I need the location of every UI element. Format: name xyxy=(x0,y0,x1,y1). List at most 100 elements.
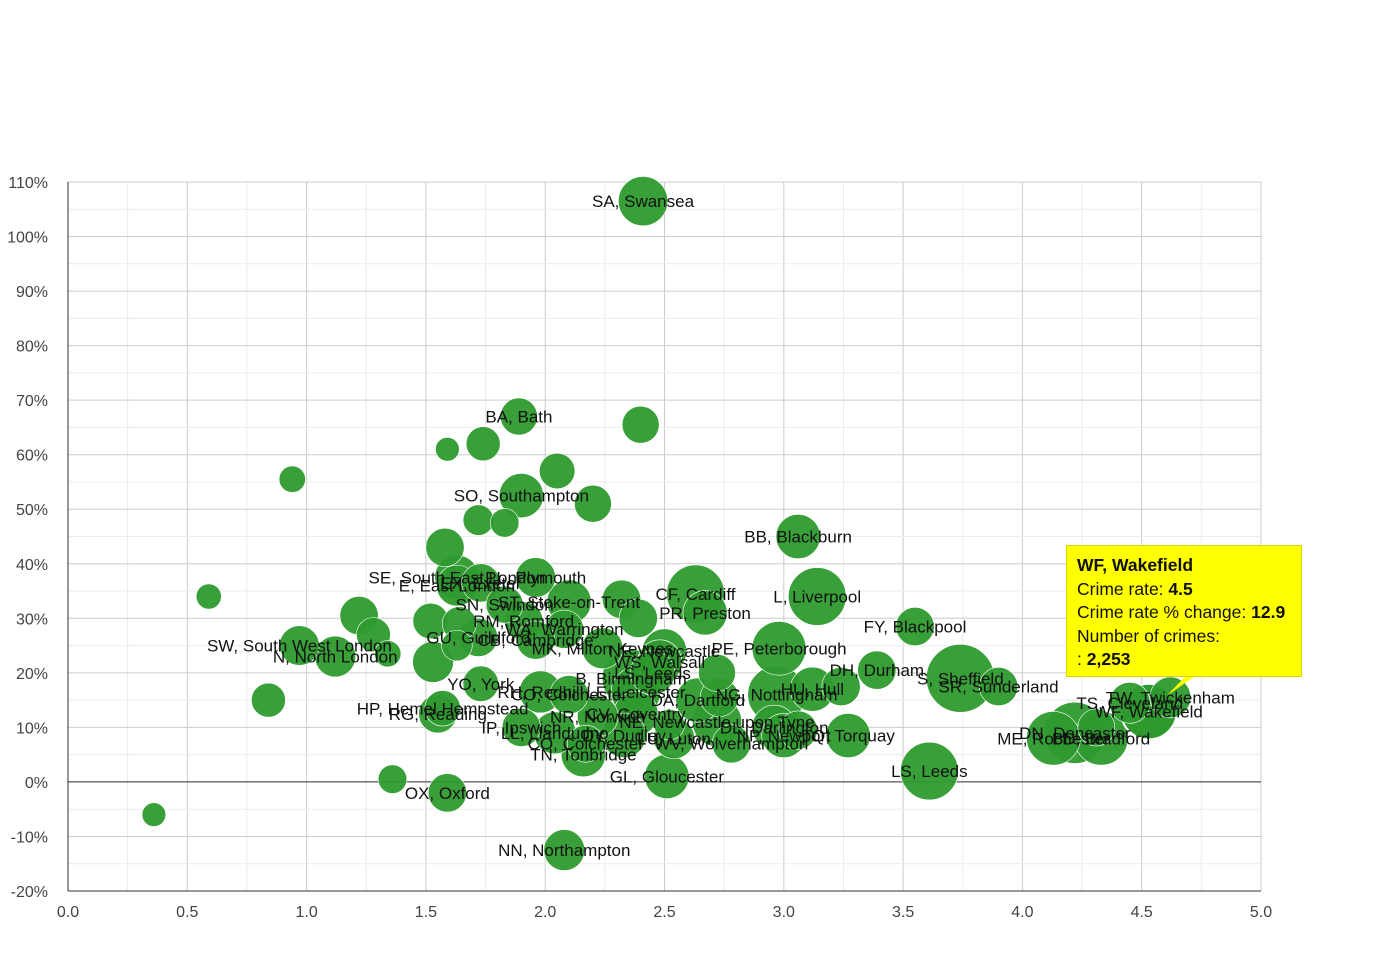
bubble-label: LE, Leicester xyxy=(586,683,686,702)
bubble xyxy=(489,508,520,538)
bubble-label: TN, Tonbridge xyxy=(530,746,636,765)
bubble xyxy=(462,665,499,702)
bubble xyxy=(498,473,544,519)
chart-tick-labels: 0.0 0.5 1.0 1.5 2.0 2.5 3.0 3.5 4.0 4.5 5.0 -20% -10… xyxy=(7,175,1272,921)
bubble xyxy=(377,764,408,794)
x-tick-label: 1.0 xyxy=(295,904,317,921)
y-tick-label: 90% xyxy=(16,284,48,301)
bubble-label: TQ, Torquay xyxy=(802,727,896,746)
bubble-label: WS, Walsall xyxy=(614,653,705,672)
bubble xyxy=(698,654,736,692)
bubble-label: NR, Norwich xyxy=(550,707,645,726)
bubble xyxy=(195,583,222,610)
x-tick-label: 3.5 xyxy=(892,904,914,921)
tooltip-count-label: Number of crimes: xyxy=(1077,625,1220,646)
tooltip-change-value: 12.9 xyxy=(1251,602,1286,622)
bubble-label: NE, Newcastle upon Tyne xyxy=(619,713,814,732)
bubble-label: HP, Hemel Hempstead xyxy=(357,699,529,718)
bubble xyxy=(278,465,306,493)
chart-tooltip: WF, Wakefield Crime rate: 4.5 Crime rate… xyxy=(1066,545,1302,677)
bubble-label: ST, Stoke-on-Trent xyxy=(498,593,640,612)
bubble xyxy=(251,682,286,718)
bubble xyxy=(539,452,576,490)
bubble xyxy=(581,627,624,670)
bubble xyxy=(485,585,524,624)
x-tick-label: 1.5 xyxy=(415,904,437,921)
bubble-label: DN, Doncaster xyxy=(1019,724,1131,743)
bubble-label: FY, Blackpool xyxy=(864,617,967,636)
bubble-label: EX, Exeter xyxy=(440,574,522,593)
bubble-label: DL, Darlington xyxy=(720,718,829,737)
x-tick-label: 5.0 xyxy=(1250,904,1272,921)
bubble xyxy=(543,829,586,871)
bubble-label: RG, Reading xyxy=(389,705,487,724)
bubble-label: GU, Guildford xyxy=(426,628,530,647)
bubble-label: NG, Nottingham xyxy=(716,686,838,705)
bubble-label: CO, Colchester xyxy=(511,686,628,705)
bubble-label: WF, Wakefield xyxy=(1095,703,1203,722)
x-tick-label: 3.0 xyxy=(773,904,795,921)
bubble-label: PL, Plymouth xyxy=(485,568,586,587)
bubble xyxy=(425,527,465,567)
bubble-label: TW, Twickenham xyxy=(1106,688,1235,707)
bubble xyxy=(621,405,660,444)
bubble xyxy=(427,773,467,813)
bubble-label: CO, Colchester xyxy=(528,735,645,754)
bubble-label: NN, Northampton xyxy=(498,841,630,860)
bubble-label: LS, Leeds xyxy=(891,762,968,781)
y-tick-label: 10% xyxy=(16,720,48,737)
bubble xyxy=(788,567,847,626)
bubble-label: LL, Llandudno xyxy=(501,724,609,743)
bubble xyxy=(501,707,541,747)
bubble-label: PR, Preston xyxy=(659,604,751,623)
bubble-label: SN, Swindon xyxy=(455,596,553,615)
bubble-label: BB, Blackburn xyxy=(744,528,852,547)
bubble-label: NE, Newcastle xyxy=(609,642,720,661)
bubble xyxy=(900,741,959,801)
x-tick-label: 2.0 xyxy=(534,904,556,921)
bubble-label: SE, South East London xyxy=(369,568,546,587)
bubble xyxy=(500,397,538,436)
bubble-label: WV, Wolverhampton xyxy=(654,735,808,754)
bubble-label: SA, Swansea xyxy=(592,192,695,211)
tooltip-change-label: Crime rate % change: xyxy=(1077,602,1247,622)
x-tick-label: 0.5 xyxy=(176,904,198,921)
y-tick-label: 70% xyxy=(16,393,48,410)
bubble-label: MK, Milton Keynes xyxy=(532,639,674,658)
bubble xyxy=(441,629,473,662)
y-tick-label: -20% xyxy=(11,884,48,901)
bubble xyxy=(653,709,685,741)
bubble-label: YO, York xyxy=(447,675,515,694)
y-tick-label: 80% xyxy=(16,339,48,356)
bubble-label: ME, Rochester xyxy=(997,729,1110,748)
bubble-label: LU, Luton xyxy=(637,729,711,748)
bubble-label: SR, Sunderland xyxy=(939,677,1059,696)
bubble-label: SO, Southampton xyxy=(454,487,589,506)
chart-bubble-labels: SA, Swansea BA, Bath SO, Southampton BB, Bl… xyxy=(207,192,1235,860)
x-tick-label: 4.5 xyxy=(1131,904,1153,921)
bubble-label: NP, Newport xyxy=(737,727,831,746)
bubble xyxy=(775,514,821,559)
bubble-label: HU, Hull xyxy=(781,680,844,699)
bubble xyxy=(574,484,612,523)
bubble-label: CV, Coventry xyxy=(586,705,686,724)
bubble-label: B, Birmingham xyxy=(575,669,686,688)
bubble-label: E, East London xyxy=(399,577,515,596)
x-tick-label: 2.5 xyxy=(653,904,675,921)
bubble-label: PE, Peterborough xyxy=(711,639,846,658)
tooltip-rate-label: Crime rate: xyxy=(1077,578,1164,599)
bubble xyxy=(141,802,167,827)
bubble-label: TS, Cleveland xyxy=(1076,694,1183,713)
bubble-label: DY, Dudley xyxy=(582,727,666,746)
bubble xyxy=(751,621,807,676)
tooltip-count-prefix: : xyxy=(1077,649,1082,669)
bubble xyxy=(1026,711,1081,766)
bubble xyxy=(618,176,668,227)
bubble xyxy=(424,690,461,727)
bubble xyxy=(515,557,556,598)
bubble-label: CF, Cardiff xyxy=(656,585,736,604)
y-tick-label: 30% xyxy=(16,611,48,628)
bubble xyxy=(979,666,1019,706)
y-tick-label: 100% xyxy=(7,230,48,247)
